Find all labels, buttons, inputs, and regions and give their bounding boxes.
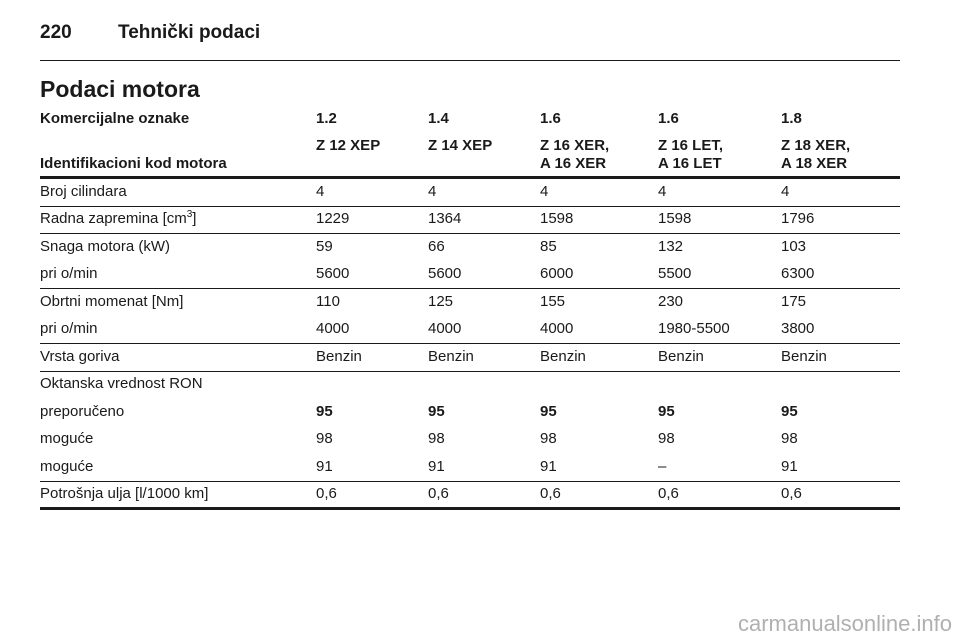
- head-cell: Z 14 XEP: [428, 137, 493, 154]
- row-label: moguće: [40, 430, 94, 448]
- head-cell: A 16 XER: [540, 155, 607, 172]
- row-value: 4: [428, 182, 437, 200]
- row-value: 95: [316, 402, 333, 420]
- head-cell: Z 16 XER,: [540, 137, 610, 154]
- row-label: Vrsta goriva: [40, 347, 120, 365]
- row-value: 1229: [316, 210, 350, 228]
- row-value: 59: [316, 237, 333, 255]
- row-value: 98: [658, 430, 675, 448]
- row-value: Benzin: [658, 347, 704, 365]
- row-rule: [40, 205, 900, 207]
- row-label: Snaga motora (kW): [40, 237, 171, 255]
- row-value: Benzin: [316, 347, 362, 365]
- row-value: 91: [540, 457, 557, 475]
- head-label: Identifikacioni kod motora: [40, 155, 227, 172]
- head-cell: Z 12 XEP: [316, 137, 381, 154]
- row-value: 95: [540, 402, 557, 420]
- label-part: Radna zapremina [cm: [40, 210, 187, 228]
- row-label: Obrtni momenat [Nm]: [40, 292, 184, 310]
- row-value: 98: [316, 430, 333, 448]
- row-label: pri o/min: [40, 265, 98, 283]
- row-value: 98: [781, 430, 798, 448]
- row-value: 175: [781, 292, 807, 310]
- row-value: –: [658, 457, 667, 475]
- head-cell: 1.8: [781, 110, 802, 127]
- row-value: 0,6: [540, 485, 561, 503]
- row-rule: [40, 233, 900, 234]
- row-value: 4000: [316, 320, 350, 338]
- head-cell: 1.2: [316, 110, 337, 127]
- head-cell: Z 18 XER,: [781, 137, 851, 154]
- head-cell: 1.6: [658, 110, 679, 127]
- row-value: 6300: [781, 265, 815, 283]
- section-title: Podaci motora: [40, 76, 200, 102]
- row-value: 0,6: [658, 485, 679, 503]
- row-label: Radna zapremina [cm3]: [40, 210, 196, 228]
- head-cell: A 16 LET: [658, 155, 722, 172]
- row-value: 0,6: [428, 485, 449, 503]
- row-value: 95: [428, 402, 445, 420]
- row-value: Benzin: [781, 347, 827, 365]
- row-value: 98: [428, 430, 445, 448]
- row-value: 5600: [428, 265, 462, 283]
- row-value: 5600: [316, 265, 350, 283]
- row-value: 4: [316, 182, 325, 200]
- head-cell: 1.4: [428, 110, 449, 127]
- head-cell: 1.6: [540, 110, 561, 127]
- row-value: 1980-5500: [658, 320, 730, 338]
- row-value: 66: [428, 237, 445, 255]
- row-label: Oktanska vrednost RON: [40, 375, 203, 393]
- row-value: 132: [658, 237, 684, 255]
- head-label: Komercijalne oznake: [40, 110, 190, 127]
- row-value: 1796: [781, 210, 815, 228]
- header-rule: [40, 60, 900, 61]
- row-value: 3800: [781, 320, 815, 338]
- row-value: 125: [428, 292, 454, 310]
- row-value: 4000: [428, 320, 462, 338]
- row-value: 1364: [428, 210, 462, 228]
- row-label: Broj cilindara: [40, 182, 127, 200]
- row-rule: [40, 370, 900, 372]
- row-value: 230: [658, 292, 684, 310]
- superscript: 3: [186, 209, 193, 221]
- row-label: Potrošnja ulja [l/1000 km]: [40, 485, 209, 503]
- row-value: 155: [540, 292, 566, 310]
- row-value: 0,6: [781, 485, 802, 503]
- row-value: 1598: [540, 210, 574, 228]
- row-value: Benzin: [428, 347, 474, 365]
- row-rule: [40, 288, 900, 289]
- row-value: 4: [658, 182, 667, 200]
- row-value: 95: [658, 402, 675, 420]
- row-value: 110: [316, 292, 340, 310]
- head-cell: A 18 XER: [781, 155, 848, 172]
- row-value: 1598: [658, 210, 692, 228]
- row-rule: [40, 480, 900, 482]
- row-value: 95: [781, 402, 798, 420]
- row-rule: [40, 343, 900, 344]
- head-cell: Z 16 LET,: [658, 137, 724, 154]
- row-value: 91: [781, 457, 798, 475]
- row-label: moguće: [40, 457, 94, 475]
- label-part: ]: [192, 210, 197, 228]
- row-value: 4000: [540, 320, 574, 338]
- row-value: 91: [428, 457, 445, 475]
- row-label: pri o/min: [40, 320, 98, 338]
- row-label: preporučeno: [40, 402, 125, 420]
- row-value: 5500: [658, 265, 692, 283]
- thick-rule: [40, 176, 900, 179]
- row-value: 98: [540, 430, 557, 448]
- watermark: carmanualsonline.info: [737, 611, 952, 636]
- thick-rule: [40, 507, 900, 510]
- row-value: 6000: [540, 265, 574, 283]
- row-value: 4: [781, 182, 790, 200]
- row-value: 103: [781, 237, 807, 255]
- row-value: 0,6: [316, 485, 337, 503]
- row-value: 91: [316, 457, 333, 475]
- row-value: 4: [540, 182, 549, 200]
- row-value: 85: [540, 237, 557, 255]
- page-number: 220: [40, 22, 72, 43]
- row-value: Benzin: [540, 347, 586, 365]
- header-title: Tehnički podaci: [118, 22, 261, 43]
